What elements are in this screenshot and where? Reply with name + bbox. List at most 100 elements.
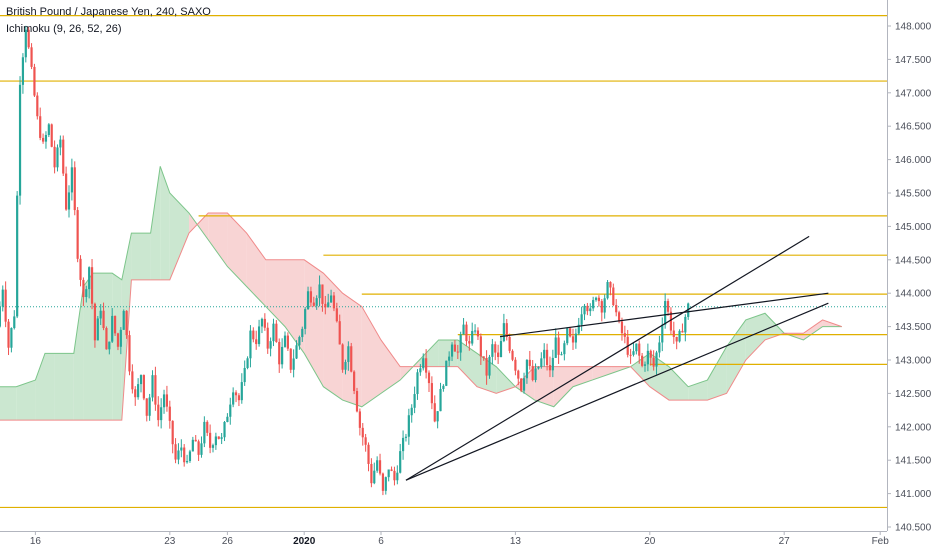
candle-body xyxy=(19,85,21,196)
candle-body xyxy=(65,174,67,210)
candle-body xyxy=(419,368,421,372)
candle-body xyxy=(653,358,655,367)
candle-body xyxy=(105,328,107,349)
candle-body xyxy=(71,167,73,192)
candle-body xyxy=(82,280,84,297)
candle-body xyxy=(238,395,240,400)
candle-body xyxy=(480,336,482,356)
candle-body xyxy=(226,417,228,422)
candle-body xyxy=(278,342,280,364)
candle-body xyxy=(88,267,90,289)
cloud-segment xyxy=(765,313,784,340)
cloud-segment xyxy=(131,233,150,280)
candle-body xyxy=(549,365,551,370)
candle-body xyxy=(586,306,588,311)
candle-body xyxy=(255,339,257,344)
candle-body xyxy=(192,440,194,452)
candle-body xyxy=(295,345,297,358)
candle-body xyxy=(241,382,243,400)
candle-body xyxy=(644,364,646,366)
candle-body xyxy=(97,318,99,340)
candle-body xyxy=(604,298,606,312)
price-tick-label: 140.500 xyxy=(895,523,932,534)
price-axis[interactable]: 148.000 147.500 147.000 146.500 146.000 145.5… xyxy=(887,0,932,550)
chart-title: British Pound / Japanese Yen, 240, SAXO xyxy=(6,4,211,21)
candle-body xyxy=(290,349,292,370)
candle-body xyxy=(140,375,142,384)
candle-body xyxy=(546,350,548,365)
cloud-segment xyxy=(35,353,45,420)
candle-body xyxy=(157,405,159,420)
candle-body xyxy=(134,389,136,397)
candle-body xyxy=(491,344,493,357)
candle-body xyxy=(313,303,315,306)
candle-body xyxy=(177,451,179,460)
candle-body xyxy=(321,284,323,303)
cloud-segment xyxy=(381,340,400,393)
candle-body xyxy=(267,328,269,349)
candle-body xyxy=(218,436,220,438)
candle-body xyxy=(465,325,467,341)
candle-body xyxy=(583,306,585,314)
candle-body xyxy=(540,358,542,367)
candle-body xyxy=(589,308,591,311)
cloud-segment xyxy=(554,367,573,407)
price-tick-label: 143.500 xyxy=(895,322,932,333)
candle-body xyxy=(200,443,202,454)
indicator-label[interactable]: Ichimoku (9, 26, 52, 26) xyxy=(6,21,211,38)
candle-body xyxy=(592,300,594,308)
candle-body xyxy=(51,124,53,146)
candle-body xyxy=(229,405,231,417)
candle-body xyxy=(621,322,623,334)
candle-body xyxy=(13,316,15,328)
candle-body xyxy=(638,344,640,356)
candle-body xyxy=(555,337,557,357)
candle-body xyxy=(149,397,151,415)
candle-body xyxy=(316,298,318,306)
candle-body xyxy=(454,345,456,352)
candle-body xyxy=(664,301,666,325)
cloud-segment xyxy=(208,213,227,266)
candle-body xyxy=(630,355,632,356)
candle-body xyxy=(434,403,436,421)
candle-body xyxy=(632,351,634,355)
candle-body xyxy=(468,341,470,343)
candle-body xyxy=(203,422,205,443)
candle-body xyxy=(166,394,168,406)
candle-body xyxy=(598,298,600,301)
cloud-segment xyxy=(707,347,726,400)
candle-body xyxy=(111,316,113,342)
candle-body xyxy=(529,360,531,366)
candle-body xyxy=(370,464,372,483)
candle-body xyxy=(477,331,479,337)
price-tick-label: 145.500 xyxy=(895,189,932,200)
candle-body xyxy=(437,411,439,421)
price-tick-label: 146.500 xyxy=(895,122,932,133)
candle-body xyxy=(399,451,401,473)
candle-body xyxy=(209,433,211,448)
candle-body xyxy=(298,337,300,345)
price-tick-label: 141.000 xyxy=(895,489,932,500)
candle-body xyxy=(558,337,560,354)
candle-body xyxy=(10,328,12,348)
time-tick-label: 20 xyxy=(644,536,656,547)
candle-body xyxy=(126,311,128,335)
candle-body xyxy=(54,147,56,167)
candle-body xyxy=(114,316,116,333)
cloud-segment xyxy=(727,320,746,393)
candle-body xyxy=(606,282,608,298)
candle-body xyxy=(497,353,499,357)
candle-body xyxy=(393,471,395,480)
candle-body xyxy=(624,333,626,337)
candle-body xyxy=(342,344,344,369)
candle-body xyxy=(514,360,516,371)
candle-body xyxy=(402,438,404,451)
candle-body xyxy=(272,324,274,341)
cloud-segment xyxy=(227,213,246,286)
candle-body xyxy=(212,445,214,448)
candle-body xyxy=(45,135,47,142)
candle-body xyxy=(388,469,390,477)
candle-body xyxy=(304,309,306,329)
time-axis[interactable]: 16 23 26 2020 6 13 20 27 Feb xyxy=(0,531,889,547)
